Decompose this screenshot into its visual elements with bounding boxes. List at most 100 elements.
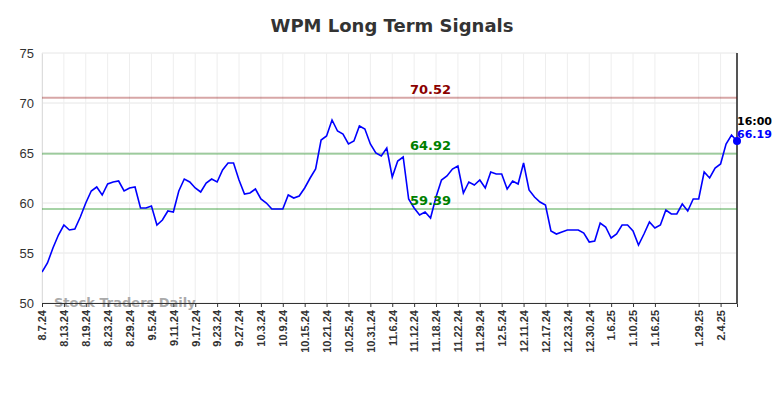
x-tick-label: 8.19.24 (80, 309, 92, 347)
x-tick-label: 11.22.24 (452, 309, 464, 352)
watermark: Stock Traders Daily (54, 295, 196, 310)
x-tick-mark (392, 303, 393, 307)
x-tick: 10.9.24 (277, 303, 289, 347)
x-tick-label: 10.15.24 (299, 309, 311, 353)
x-grid-line (348, 53, 349, 303)
x-tick: 12.17.24 (540, 303, 552, 353)
x-tick-label: 8.7.24 (36, 309, 48, 340)
x-grid-line (633, 53, 634, 303)
x-tick-label: 1.29.25 (693, 310, 705, 347)
last-value-label: 66.19 (737, 128, 772, 141)
x-tick: 10.21.24 (321, 303, 333, 353)
x-axis-line (43, 304, 738, 308)
y-tick-label: 75 (20, 46, 34, 61)
x-tick: 9.17.24 (190, 303, 202, 347)
x-tick-mark (699, 303, 700, 307)
x-tick-label: 9.5.24 (146, 309, 158, 340)
x-tick-label: 8.13.24 (58, 309, 70, 347)
y-tick-label: 60 (20, 196, 34, 211)
x-grid-line (567, 53, 568, 303)
x-tick-mark (655, 303, 656, 307)
time-label: 16:00 (737, 115, 772, 128)
x-tick-mark (611, 303, 612, 307)
x-tick: 11.22.24 (452, 303, 464, 352)
x-tick-mark (589, 303, 590, 307)
x-tick-label: 11.18.24 (430, 309, 442, 352)
x-tick-label: 8.29.24 (124, 309, 136, 347)
x-tick-label: 8.23.24 (102, 309, 114, 347)
x-tick-mark (721, 303, 722, 307)
x-tick-mark (42, 303, 43, 307)
x-tick-label: 11.29.24 (474, 309, 486, 352)
x-tick: 11.29.24 (474, 303, 486, 352)
y-tick: 75 (20, 46, 42, 61)
x-grid-line (654, 53, 655, 303)
x-tick: 2.4.25 (715, 303, 727, 341)
x-grid-line (151, 53, 152, 303)
x-tick-label: 12.17.24 (540, 309, 552, 353)
x-tick: 9.11.24 (168, 303, 180, 346)
price-line (42, 120, 737, 272)
y-tick-label: 55 (20, 246, 34, 261)
x-tick-mark (239, 303, 240, 307)
x-tick: 1.16.25 (649, 303, 661, 347)
grid (42, 53, 737, 303)
x-tick-label: 11.6.24 (387, 309, 399, 346)
x-tick-mark (458, 303, 459, 307)
reference-label: 64.92 (410, 138, 451, 153)
y-axis: 50 55 60 65 70 75 (20, 46, 43, 311)
y-axis-line (42, 54, 43, 304)
x-tick-label: 12.5.24 (496, 309, 508, 347)
y-tick-label: 70 (20, 96, 34, 111)
x-tick-label: 12.30.24 (584, 309, 596, 353)
x-tick-mark (130, 303, 131, 307)
x-tick: 8.19.24 (80, 303, 92, 347)
x-tick-label: 1.16.25 (649, 310, 661, 347)
y-tick: 55 (20, 246, 42, 261)
x-tick: 8.23.24 (102, 303, 114, 347)
x-grid-line (195, 53, 196, 303)
x-tick: 12.30.24 (584, 303, 596, 353)
y-tick: 65 (20, 146, 42, 161)
x-tick-mark (195, 303, 196, 307)
x-tick: 11.6.24 (387, 303, 399, 346)
right-border (736, 53, 738, 303)
x-grid-line (589, 53, 590, 303)
x-tick-mark (348, 303, 349, 307)
x-tick-mark (64, 303, 65, 307)
x-tick-label: 12.11.24 (518, 309, 530, 352)
x-grid-line (523, 53, 524, 303)
x-tick-label: 9.17.24 (190, 309, 202, 347)
x-tick-mark (217, 303, 218, 307)
x-tick: 10.3.24 (255, 303, 267, 347)
x-grid-line (173, 53, 174, 303)
chart: WPM Long Term Signals Stock Traders Daily… (0, 0, 784, 398)
x-tick: 9.27.24 (233, 303, 245, 347)
x-tick: 8.7.24 (36, 303, 48, 341)
x-grid-line (545, 53, 546, 303)
y-tick-label: 65 (20, 146, 34, 161)
x-tick-label: 10.25.24 (343, 309, 355, 353)
title: WPM Long Term Signals (271, 15, 514, 36)
x-tick: 8.29.24 (124, 303, 136, 347)
x-grid-line (370, 53, 371, 303)
x-tick: 8.13.24 (58, 303, 70, 347)
x-tick-mark (524, 303, 525, 307)
x-grid-line (611, 53, 612, 303)
reference-label: 59.39 (410, 193, 451, 208)
x-tick: 11.12.24 (408, 303, 420, 352)
x-tick-label: 1.6.25 (605, 310, 617, 341)
x-tick-label: 1.10.25 (627, 310, 639, 347)
x-tick-mark (327, 303, 328, 307)
x-tick-mark (480, 303, 481, 307)
x-tick-label: 10.21.24 (321, 309, 333, 353)
x-tick-mark (370, 303, 371, 307)
x-grid-line (698, 53, 699, 303)
x-tick: 11.18.24 (430, 303, 442, 352)
x-grid-line (42, 53, 43, 303)
x-axis: 8.7.24 8.13.24 8.19.24 8.23.24 8.29.24 9.5.24… (36, 303, 737, 353)
x-tick-label: 9.27.24 (233, 309, 245, 347)
y-tick-label: 50 (20, 296, 34, 311)
reference-line (42, 153, 737, 155)
x-tick-mark (633, 303, 634, 307)
